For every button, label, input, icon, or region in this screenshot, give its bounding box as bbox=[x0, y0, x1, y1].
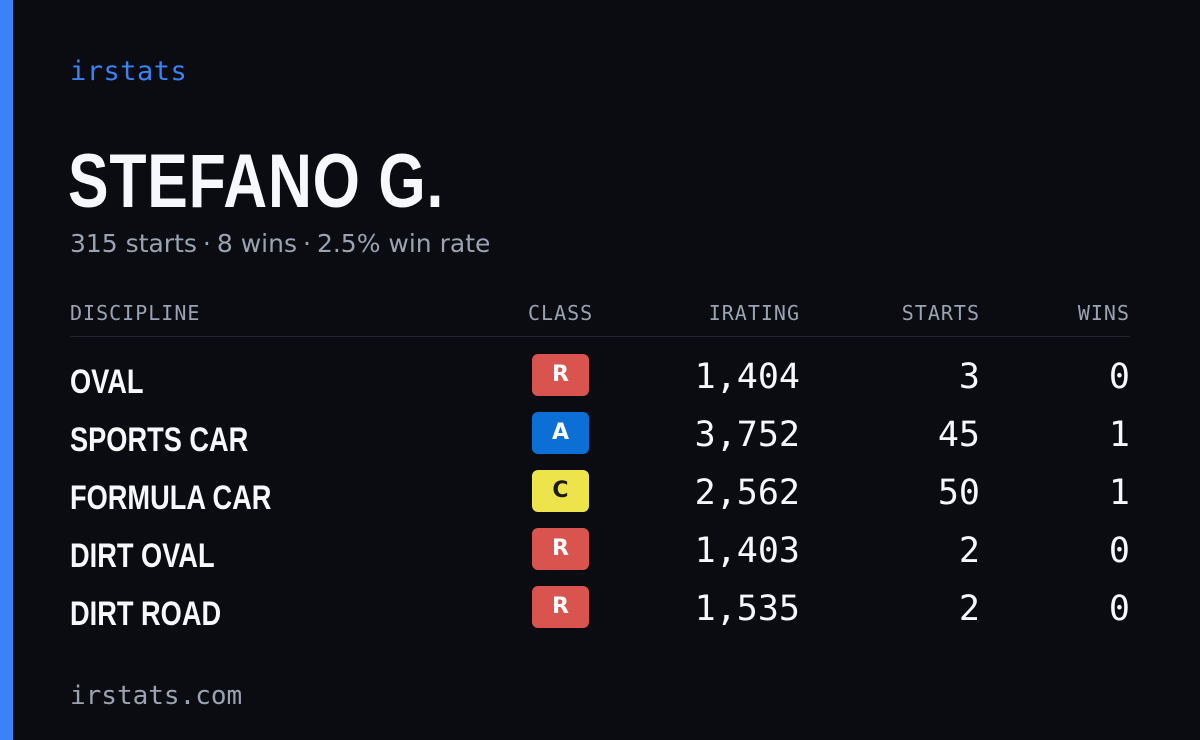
wins-count: 8 wins bbox=[216, 229, 297, 258]
wins-value: 1 bbox=[1108, 415, 1130, 455]
header-discipline: DISCIPLINE bbox=[70, 301, 201, 325]
wins-value: 0 bbox=[1108, 589, 1130, 629]
class-badge: C bbox=[532, 470, 589, 512]
header-starts: STARTS bbox=[901, 301, 980, 325]
irating-value: 1,404 bbox=[694, 357, 800, 397]
accent-bar bbox=[0, 0, 13, 740]
wins-value: 1 bbox=[1108, 473, 1130, 513]
starts-value: 50 bbox=[937, 473, 980, 513]
discipline-name: SPORTS CAR bbox=[70, 421, 249, 459]
header-divider bbox=[70, 336, 1130, 337]
irating-value: 2,562 bbox=[694, 473, 800, 513]
starts-value: 2 bbox=[958, 531, 980, 571]
brand-logo-text: irstats bbox=[70, 56, 188, 87]
wins-value: 0 bbox=[1108, 531, 1130, 571]
table-row: SPORTS CAR A 3,752 45 1 bbox=[0, 412, 1200, 470]
header-irating: IRATING bbox=[708, 301, 800, 325]
header-wins: WINS bbox=[1077, 301, 1130, 325]
irating-value: 1,535 bbox=[694, 589, 800, 629]
discipline-name: FORMULA CAR bbox=[70, 479, 272, 517]
table-row: DIRT ROAD R 1,535 2 0 bbox=[0, 586, 1200, 644]
class-badge: A bbox=[532, 412, 589, 454]
starts-count: 315 starts bbox=[70, 229, 197, 258]
win-rate: 2.5% win rate bbox=[316, 229, 491, 258]
starts-value: 3 bbox=[958, 357, 980, 397]
discipline-name: DIRT ROAD bbox=[70, 595, 222, 633]
table-row: OVAL R 1,404 3 0 bbox=[0, 354, 1200, 412]
discipline-name: OVAL bbox=[70, 363, 144, 401]
starts-value: 45 bbox=[937, 415, 980, 455]
header-class: CLASS bbox=[528, 301, 594, 325]
table-row: FORMULA CAR C 2,562 50 1 bbox=[0, 470, 1200, 528]
irating-value: 3,752 bbox=[694, 415, 800, 455]
table-row: DIRT OVAL R 1,403 2 0 bbox=[0, 528, 1200, 586]
starts-value: 2 bbox=[958, 589, 980, 629]
separator: · bbox=[303, 229, 311, 258]
footer-url: irstats.com bbox=[70, 681, 243, 711]
class-badge: R bbox=[532, 354, 589, 396]
class-badge: R bbox=[532, 528, 589, 570]
irating-value: 1,403 bbox=[694, 531, 800, 571]
class-badge: R bbox=[532, 586, 589, 628]
driver-summary: 315 starts · 8 wins · 2.5% win rate bbox=[70, 229, 490, 258]
driver-name: STEFANO G. bbox=[68, 139, 445, 224]
discipline-name: DIRT OVAL bbox=[70, 537, 215, 575]
separator: · bbox=[202, 229, 211, 258]
wins-value: 0 bbox=[1108, 357, 1130, 397]
